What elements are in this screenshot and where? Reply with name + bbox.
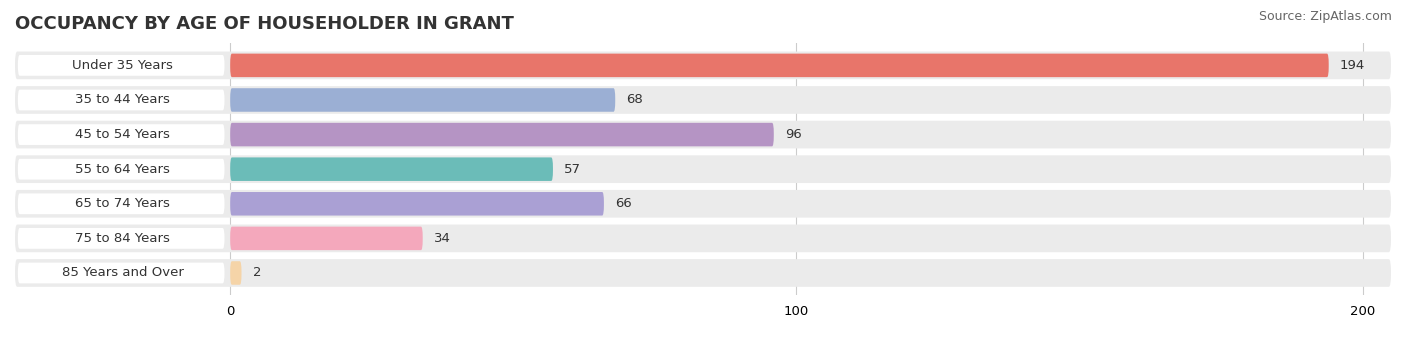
FancyBboxPatch shape: [15, 224, 1391, 252]
FancyBboxPatch shape: [15, 155, 1391, 183]
FancyBboxPatch shape: [18, 55, 225, 76]
Text: 85 Years and Over: 85 Years and Over: [62, 267, 184, 279]
FancyBboxPatch shape: [231, 157, 553, 181]
Text: 96: 96: [785, 128, 801, 141]
FancyBboxPatch shape: [18, 90, 225, 110]
FancyBboxPatch shape: [18, 228, 225, 249]
FancyBboxPatch shape: [231, 88, 616, 112]
Text: 194: 194: [1340, 59, 1365, 72]
FancyBboxPatch shape: [18, 262, 225, 283]
Text: 68: 68: [627, 94, 644, 106]
Text: 34: 34: [434, 232, 451, 245]
Text: 45 to 54 Years: 45 to 54 Years: [75, 128, 170, 141]
Text: 65 to 74 Years: 65 to 74 Years: [75, 197, 170, 210]
FancyBboxPatch shape: [15, 86, 1391, 114]
FancyBboxPatch shape: [231, 227, 423, 250]
FancyBboxPatch shape: [18, 124, 225, 145]
FancyBboxPatch shape: [231, 192, 605, 216]
Text: OCCUPANCY BY AGE OF HOUSEHOLDER IN GRANT: OCCUPANCY BY AGE OF HOUSEHOLDER IN GRANT: [15, 15, 513, 33]
FancyBboxPatch shape: [231, 261, 242, 285]
FancyBboxPatch shape: [18, 193, 225, 214]
Text: 2: 2: [253, 267, 262, 279]
Text: 35 to 44 Years: 35 to 44 Years: [75, 94, 170, 106]
Text: 55 to 64 Years: 55 to 64 Years: [75, 163, 170, 176]
FancyBboxPatch shape: [15, 259, 1391, 287]
Text: 57: 57: [564, 163, 581, 176]
Text: 66: 66: [616, 197, 631, 210]
FancyBboxPatch shape: [231, 123, 773, 146]
FancyBboxPatch shape: [15, 190, 1391, 218]
FancyBboxPatch shape: [231, 54, 1329, 77]
FancyBboxPatch shape: [18, 159, 225, 180]
Text: 75 to 84 Years: 75 to 84 Years: [75, 232, 170, 245]
Text: Source: ZipAtlas.com: Source: ZipAtlas.com: [1258, 10, 1392, 23]
Text: Under 35 Years: Under 35 Years: [72, 59, 173, 72]
FancyBboxPatch shape: [15, 52, 1391, 79]
FancyBboxPatch shape: [15, 121, 1391, 149]
